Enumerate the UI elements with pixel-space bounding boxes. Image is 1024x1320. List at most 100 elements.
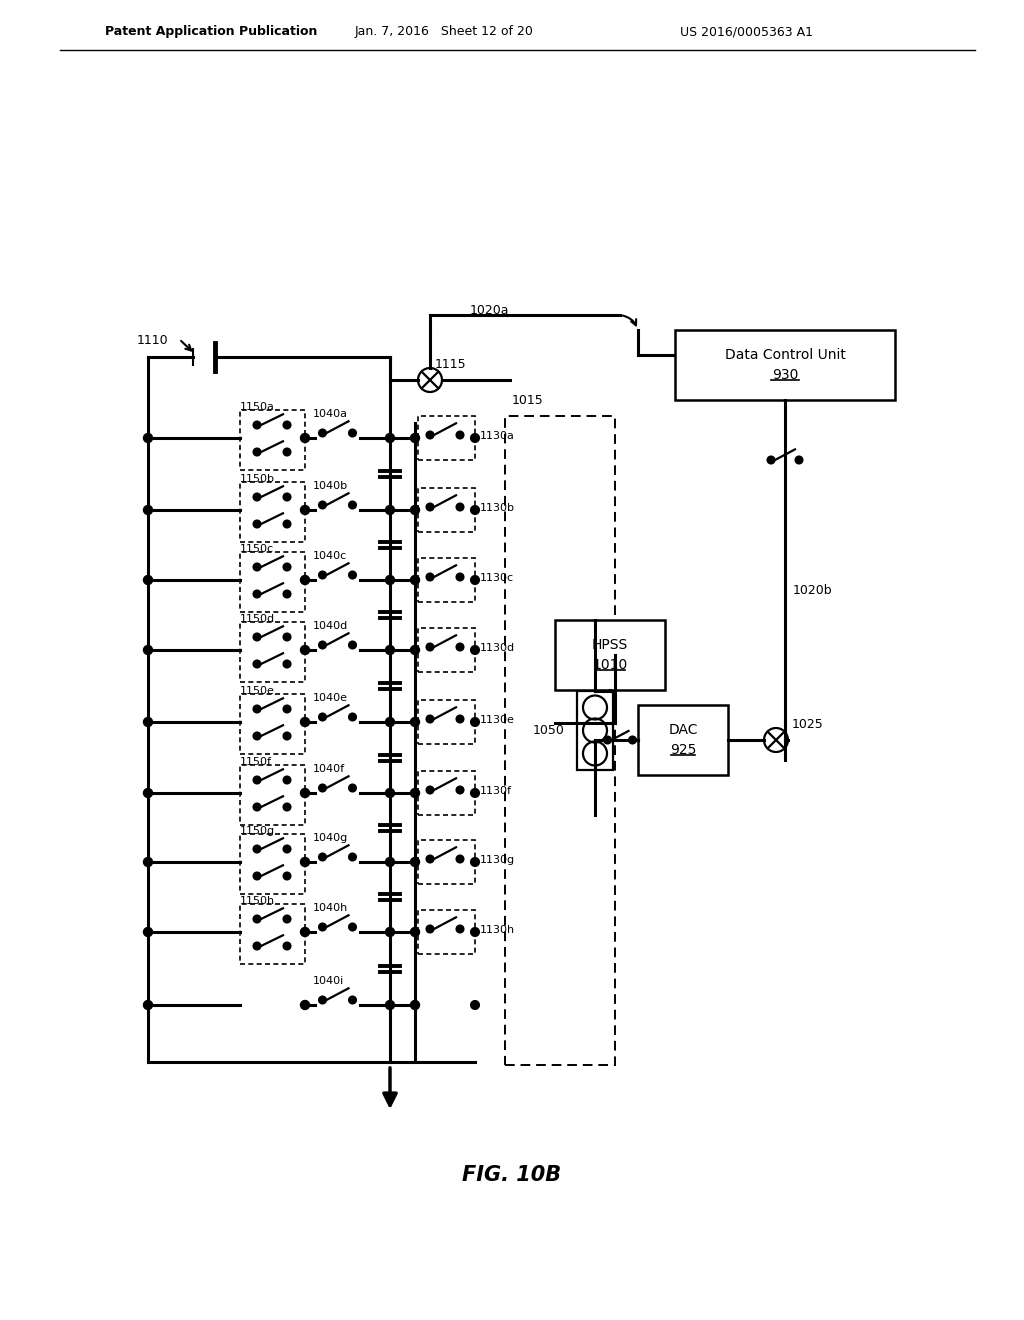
Circle shape — [349, 997, 356, 1003]
Circle shape — [143, 928, 153, 936]
Bar — [240, 482, 305, 543]
Circle shape — [254, 942, 260, 949]
Circle shape — [300, 788, 309, 797]
Circle shape — [319, 642, 326, 648]
Bar — [240, 622, 305, 682]
Circle shape — [349, 924, 356, 931]
Circle shape — [300, 718, 309, 726]
Text: 1040g: 1040g — [313, 833, 348, 843]
Circle shape — [427, 573, 433, 581]
Circle shape — [411, 433, 420, 442]
Bar — [418, 700, 475, 744]
Text: 1020b: 1020b — [793, 583, 833, 597]
Text: 1025: 1025 — [792, 718, 823, 730]
Circle shape — [300, 433, 309, 442]
Circle shape — [411, 928, 420, 936]
Text: 1130e: 1130e — [480, 715, 515, 725]
Text: 1040f: 1040f — [313, 764, 345, 774]
Circle shape — [349, 502, 356, 508]
Circle shape — [471, 434, 479, 442]
Circle shape — [385, 788, 394, 797]
Circle shape — [457, 715, 464, 722]
Bar — [675, 330, 895, 400]
Circle shape — [254, 660, 260, 668]
Circle shape — [300, 576, 309, 585]
Text: Patent Application Publication: Patent Application Publication — [105, 25, 317, 38]
Circle shape — [284, 660, 291, 668]
Circle shape — [427, 715, 433, 722]
Circle shape — [471, 928, 479, 936]
Circle shape — [457, 787, 464, 793]
Text: 1130g: 1130g — [480, 855, 515, 865]
Text: 1150f: 1150f — [240, 756, 272, 767]
Circle shape — [471, 576, 479, 583]
Circle shape — [300, 506, 309, 515]
Circle shape — [604, 737, 611, 743]
Circle shape — [284, 733, 291, 739]
Circle shape — [254, 634, 260, 640]
Circle shape — [254, 590, 260, 598]
Circle shape — [254, 846, 260, 853]
Text: 1130b: 1130b — [480, 503, 515, 513]
Circle shape — [457, 503, 464, 511]
Circle shape — [629, 737, 636, 743]
Circle shape — [143, 858, 153, 866]
Circle shape — [284, 634, 291, 640]
Circle shape — [284, 846, 291, 853]
Bar — [240, 552, 305, 612]
Circle shape — [411, 645, 420, 655]
Text: 1040b: 1040b — [313, 480, 348, 491]
Circle shape — [471, 718, 479, 726]
Circle shape — [385, 576, 394, 585]
Text: Jan. 7, 2016   Sheet 12 of 20: Jan. 7, 2016 Sheet 12 of 20 — [355, 25, 534, 38]
Bar — [418, 909, 475, 954]
Circle shape — [143, 645, 153, 655]
Text: 1130d: 1130d — [480, 643, 515, 653]
Bar — [240, 904, 305, 964]
Circle shape — [349, 642, 356, 648]
Circle shape — [300, 645, 309, 655]
Circle shape — [385, 858, 394, 866]
Circle shape — [319, 429, 326, 437]
Bar — [577, 690, 613, 770]
Circle shape — [385, 1001, 394, 1010]
Text: 930: 930 — [772, 368, 798, 381]
Circle shape — [471, 858, 479, 866]
Circle shape — [471, 789, 479, 797]
Text: 1040h: 1040h — [313, 903, 348, 913]
Bar — [505, 416, 615, 1065]
Bar — [418, 628, 475, 672]
Bar — [418, 416, 475, 459]
Circle shape — [349, 572, 356, 578]
Circle shape — [143, 433, 153, 442]
Circle shape — [457, 925, 464, 932]
Bar — [418, 840, 475, 884]
Circle shape — [427, 925, 433, 932]
Circle shape — [284, 916, 291, 923]
Bar — [240, 694, 305, 754]
Circle shape — [427, 644, 433, 651]
Text: 925: 925 — [670, 743, 696, 756]
Text: 1020a: 1020a — [470, 304, 510, 317]
Text: US 2016/0005363 A1: US 2016/0005363 A1 — [680, 25, 813, 38]
Circle shape — [427, 787, 433, 793]
Circle shape — [471, 1001, 479, 1008]
Circle shape — [319, 854, 326, 861]
Bar — [240, 834, 305, 894]
Circle shape — [319, 714, 326, 721]
Circle shape — [349, 854, 356, 861]
Circle shape — [385, 433, 394, 442]
Circle shape — [385, 718, 394, 726]
Circle shape — [411, 506, 420, 515]
Bar — [638, 705, 728, 775]
Bar — [240, 766, 305, 825]
Circle shape — [349, 429, 356, 437]
Text: 1150b: 1150b — [240, 474, 275, 484]
Circle shape — [254, 873, 260, 879]
Circle shape — [284, 564, 291, 570]
Circle shape — [284, 449, 291, 455]
Text: 1040d: 1040d — [313, 620, 348, 631]
Text: 1040i: 1040i — [313, 975, 344, 986]
Circle shape — [300, 928, 309, 936]
Circle shape — [411, 718, 420, 726]
